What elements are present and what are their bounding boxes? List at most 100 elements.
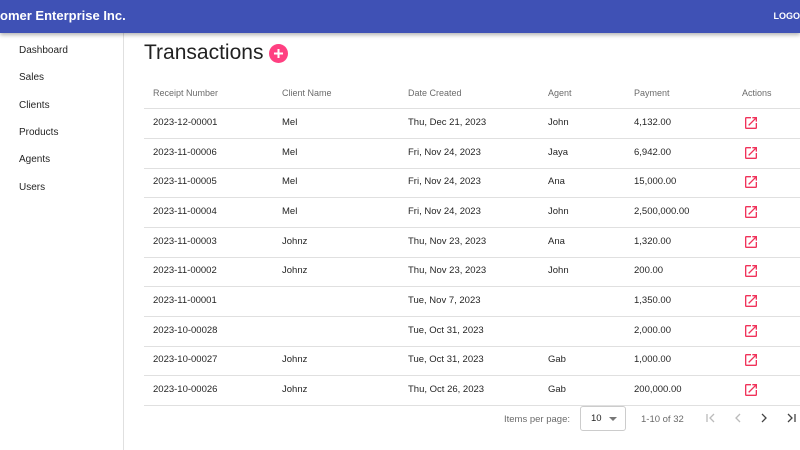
previous-page-button[interactable] <box>731 411 745 425</box>
table-cell: Johnz <box>282 384 308 395</box>
open-button[interactable] <box>743 115 759 136</box>
table-row: 2023-11-00004 Mel Fri, Nov 24, 2023 John 2,5… <box>144 197 800 228</box>
open-icon <box>745 206 757 218</box>
table-row: 2023-11-00002 Johnz Thu, Nov 23, 2023 John 2… <box>144 256 800 287</box>
table-cell: Tue, Nov 7, 2023 <box>408 295 481 306</box>
table-cell: 2023-10-00026 <box>153 384 218 395</box>
table-cell: John <box>548 117 569 128</box>
table-row: 2023-11-00003 Johnz Thu, Nov 23, 2023 Ana 1,… <box>144 227 800 258</box>
table-cell: Mel <box>282 117 298 128</box>
table-cell: Jaya <box>548 147 569 158</box>
table-cell: Ana <box>548 236 565 247</box>
table-cell: 1,350.00 <box>634 295 671 306</box>
open-icon <box>745 354 757 366</box>
column-header: Actions <box>742 88 772 98</box>
open-icon <box>745 325 757 337</box>
table-cell: 2023-11-00002 <box>153 265 217 276</box>
top-bar: omer Enterprise Inc. LOGO <box>0 0 800 33</box>
last-page-button[interactable] <box>784 411 798 425</box>
table-row: 2023-10-00028 Tue, Oct 31, 2023 2,000.00 <box>144 316 800 347</box>
table-cell: Mel <box>282 176 298 187</box>
table-cell: Gab <box>548 384 566 395</box>
paginator: Items per page: 10 1-10 of 32 <box>0 404 800 434</box>
next-page-button[interactable] <box>757 411 771 425</box>
open-icon <box>745 147 757 159</box>
table-cell: 15,000.00 <box>634 176 677 187</box>
table-cell: Fri, Nov 24, 2023 <box>408 147 481 158</box>
column-header: Date Created <box>408 88 462 98</box>
nav-item[interactable]: Products <box>19 127 59 138</box>
table-cell: Mel <box>282 206 298 217</box>
column-header: Receipt Number <box>153 88 219 98</box>
table-cell: 2023-12-00001 <box>153 117 218 128</box>
app-title: omer Enterprise Inc. <box>0 8 126 23</box>
table-cell: 2023-10-00027 <box>153 354 218 365</box>
table-row: 2023-10-00026 Johnz Thu, Oct 26, 2023 Gab 20… <box>144 375 800 406</box>
table-cell: John <box>548 206 569 217</box>
table-cell: 200,000.00 <box>634 384 682 395</box>
open-button[interactable] <box>743 293 759 314</box>
table-cell: Johnz <box>282 236 308 247</box>
table-row: 2023-11-00006 Mel Fri, Nov 24, 2023 Jaya 6,9… <box>144 138 800 169</box>
page-range: 1-10 of 32 <box>641 414 684 425</box>
table-row: 2023-12-00001 Mel Thu, Dec 21, 2023 John 4,1… <box>144 108 800 139</box>
table-cell: Gab <box>548 354 566 365</box>
table-cell: Fri, Nov 24, 2023 <box>408 176 481 187</box>
table-cell: Tue, Oct 31, 2023 <box>408 325 484 336</box>
nav-item[interactable]: Sales <box>19 72 45 83</box>
open-button[interactable] <box>743 352 759 373</box>
table-cell: Thu, Nov 23, 2023 <box>408 236 487 247</box>
page-size-select[interactable]: 10 <box>580 406 626 431</box>
open-icon <box>745 295 757 307</box>
table-cell: Johnz <box>282 265 308 276</box>
table-cell: 2023-11-00005 <box>153 176 217 187</box>
table-cell: 1,000.00 <box>634 354 671 365</box>
open-icon <box>745 176 757 188</box>
open-button[interactable] <box>743 204 759 225</box>
table-cell: 1,320.00 <box>634 236 671 247</box>
logo[interactable]: LOGO <box>773 11 800 21</box>
table-cell: Thu, Dec 21, 2023 <box>408 117 487 128</box>
table-cell: Tue, Oct 31, 2023 <box>408 354 484 365</box>
nav-item[interactable]: Clients <box>19 100 50 111</box>
page-title: Transactions <box>144 41 264 64</box>
open-button[interactable] <box>743 145 759 166</box>
open-icon <box>745 236 757 248</box>
open-button[interactable] <box>743 234 759 255</box>
table-cell: 6,942.00 <box>634 147 671 158</box>
open-button[interactable] <box>743 174 759 195</box>
add-button[interactable] <box>269 44 288 63</box>
plus-icon <box>274 49 283 58</box>
open-button[interactable] <box>743 382 759 403</box>
table-cell: Johnz <box>282 354 308 365</box>
open-button[interactable] <box>743 263 759 284</box>
column-header: Payment <box>634 88 670 98</box>
table-row: 2023-11-00005 Mel Fri, Nov 24, 2023 Ana 15,0… <box>144 167 800 198</box>
table-cell: Thu, Nov 23, 2023 <box>408 265 487 276</box>
column-header: Agent <box>548 88 572 98</box>
nav-item[interactable]: Agents <box>19 154 51 165</box>
first-page-button[interactable] <box>704 411 718 425</box>
table-row: 2023-11-00001 Tue, Nov 7, 2023 1,350.00 <box>144 286 800 317</box>
table-cell: Ana <box>548 176 565 187</box>
table-cell: 2023-11-00001 <box>153 295 217 306</box>
table-cell: 2023-10-00028 <box>153 325 218 336</box>
open-icon <box>745 384 757 396</box>
nav-item[interactable]: Users <box>19 182 46 193</box>
header-row: Receipt Number Client Name Date Created Age… <box>144 78 800 109</box>
items-per-page-label: Items per page: <box>504 414 571 425</box>
table-cell: 2,500,000.00 <box>634 206 690 217</box>
open-icon <box>745 117 757 129</box>
table-cell: Mel <box>282 147 298 158</box>
nav-item[interactable]: Dashboard <box>19 45 68 56</box>
table-cell: Fri, Nov 24, 2023 <box>408 206 481 217</box>
table-cell: John <box>548 265 569 276</box>
table-cell: 200.00 <box>634 265 664 276</box>
table-cell: 4,132.00 <box>634 117 671 128</box>
column-header: Client Name <box>282 88 332 98</box>
dropdown-arrow <box>609 417 617 421</box>
table-cell: 2,000.00 <box>634 325 671 336</box>
open-button[interactable] <box>743 323 759 344</box>
table-row: 2023-10-00027 Johnz Tue, Oct 31, 2023 Gab 1,… <box>144 345 800 376</box>
